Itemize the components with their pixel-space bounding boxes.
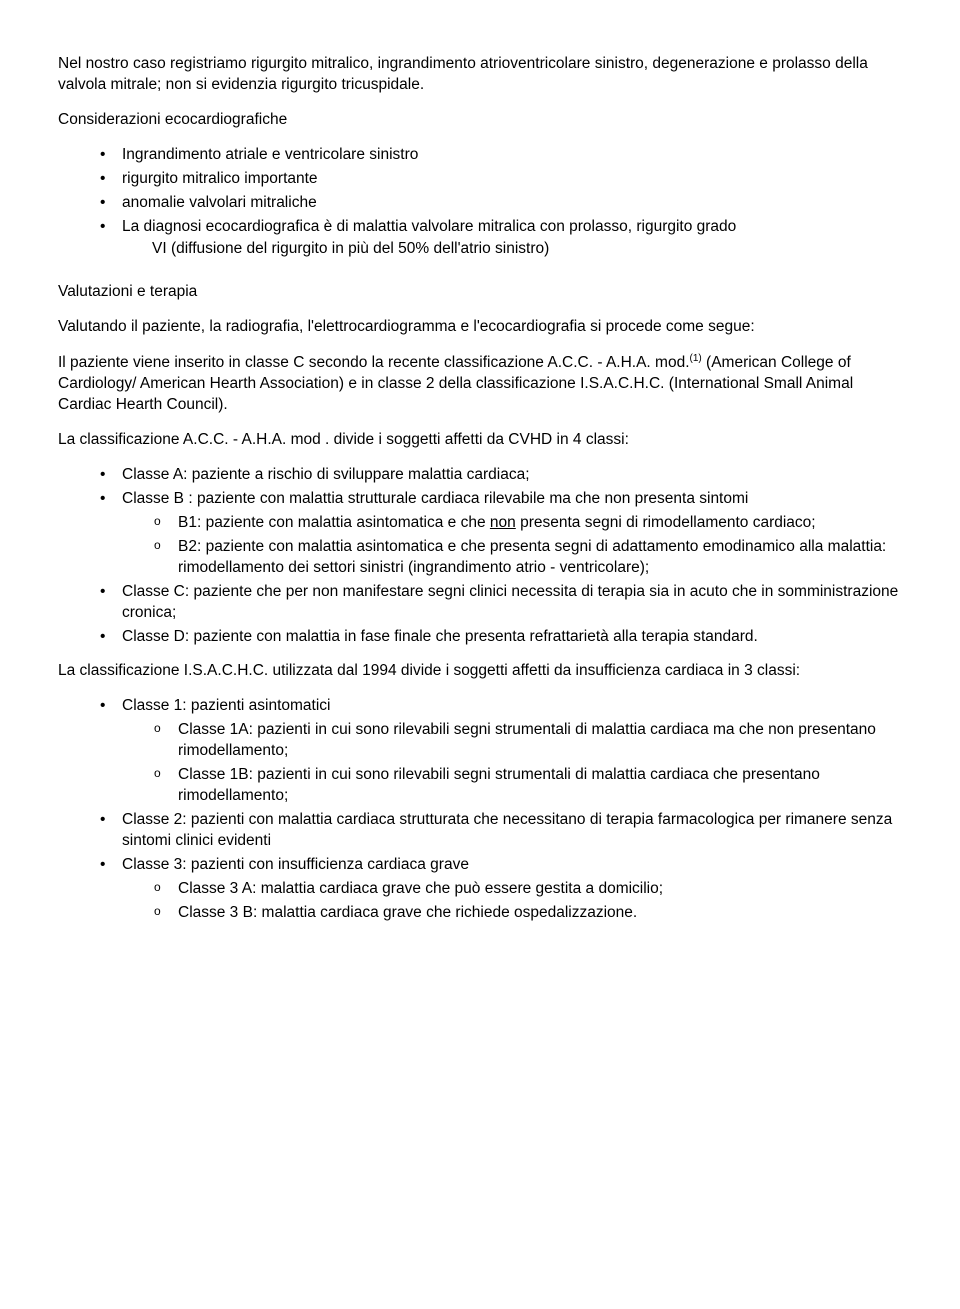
- list-item-continuation: VI (diffusione del rigurgito in più del …: [58, 239, 902, 260]
- list-item-classe-c: Classe C: paziente che per non manifesta…: [100, 582, 902, 624]
- list-item: anomalie valvolari mitraliche: [100, 193, 902, 214]
- list-item-1b: Classe 1B: pazienti in cui sono rilevabi…: [154, 765, 902, 807]
- list-acc-classes: Classe A: paziente a rischio di sviluppa…: [58, 465, 902, 647]
- paragraph-considerazioni: Considerazioni ecocardiografiche: [58, 110, 902, 131]
- paragraph-valutando: Valutando il paziente, la radiografia, l…: [58, 317, 902, 338]
- list-item-3a: Classe 3 A: malattia cardiaca grave che …: [154, 879, 902, 900]
- list-item-b1: B1: paziente con malattia asintomatica e…: [154, 513, 902, 534]
- list-classe-1-sub: Classe 1A: pazienti in cui sono rilevabi…: [122, 720, 902, 807]
- list-item: Ingrandimento atriale e ventricolare sin…: [100, 145, 902, 166]
- superscript-ref: (1): [690, 353, 702, 364]
- list-item-classe-d: Classe D: paziente con malattia in fase …: [100, 627, 902, 648]
- list-item-classe-1: Classe 1: pazienti asintomatici Classe 1…: [100, 696, 902, 807]
- list-considerazioni: Ingrandimento atriale e ventricolare sin…: [58, 145, 902, 238]
- list-item-classe-b: Classe B : paziente con malattia struttu…: [100, 489, 902, 579]
- list-item: rigurgito mitralico importante: [100, 169, 902, 190]
- list-isachc-classes: Classe 1: pazienti asintomatici Classe 1…: [58, 696, 902, 923]
- list-classe-b-sub: B1: paziente con malattia asintomatica e…: [122, 513, 902, 579]
- paragraph-classificazione-info: Il paziente viene inserito in classe C s…: [58, 352, 902, 416]
- list-item-3b: Classe 3 B: malattia cardiaca grave che …: [154, 903, 902, 924]
- list-classe-3-sub: Classe 3 A: malattia cardiaca grave che …: [122, 879, 902, 924]
- list-item-classe-a: Classe A: paziente a rischio di sviluppa…: [100, 465, 902, 486]
- paragraph-isachc-intro: La classificazione I.S.A.C.H.C. utilizza…: [58, 661, 902, 682]
- list-item-classe-3: Classe 3: pazienti con insufficienza car…: [100, 855, 902, 924]
- paragraph-acc-intro: La classificazione A.C.C. - A.H.A. mod .…: [58, 430, 902, 451]
- list-item: La diagnosi ecocardiografica è di malatt…: [100, 217, 902, 238]
- list-item-classe-2: Classe 2: pazienti con malattia cardiaca…: [100, 810, 902, 852]
- list-item-b2: B2: paziente con malattia asintomatica e…: [154, 537, 902, 579]
- heading-valutazioni: Valutazioni e terapia: [58, 282, 902, 303]
- paragraph-intro: Nel nostro caso registriamo rigurgito mi…: [58, 54, 902, 96]
- list-item-1a: Classe 1A: pazienti in cui sono rilevabi…: [154, 720, 902, 762]
